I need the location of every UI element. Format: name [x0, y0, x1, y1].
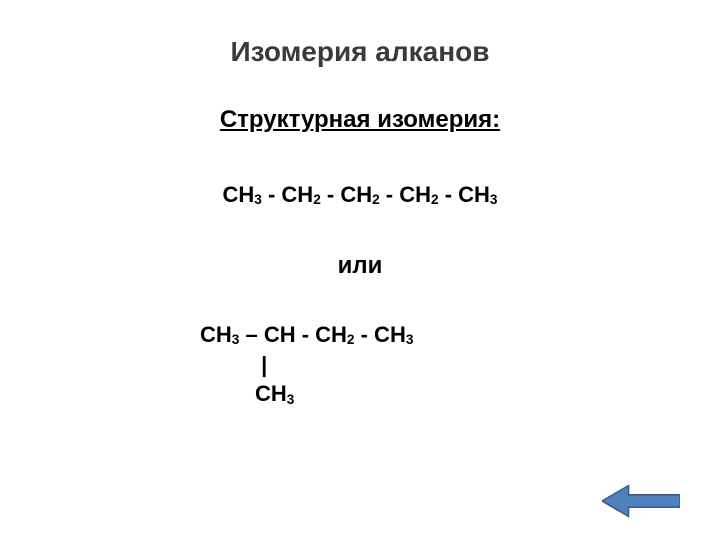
or-label: или: [0, 252, 720, 280]
formula-pentane: CH3 - CH2 - CH2 - CH2 - CH3: [0, 182, 720, 208]
slide-title: Изомерия алканов: [0, 36, 720, 68]
slide: Изомерия алканов Структурная изомерия: C…: [0, 0, 720, 540]
formula-isopentane-line1: CH3 – CH - CH2 - CH3: [200, 320, 413, 350]
arrow-left-icon: [602, 484, 680, 518]
slide-subtitle: Структурная изомерия:: [0, 106, 720, 134]
formula-isopentane: CH3 – CH - CH2 - CH3 | CH3: [200, 320, 413, 409]
back-arrow-icon[interactable]: [602, 484, 680, 518]
formula-isopentane-line3: CH3: [200, 379, 413, 409]
formula-isopentane-line2: |: [200, 350, 413, 380]
